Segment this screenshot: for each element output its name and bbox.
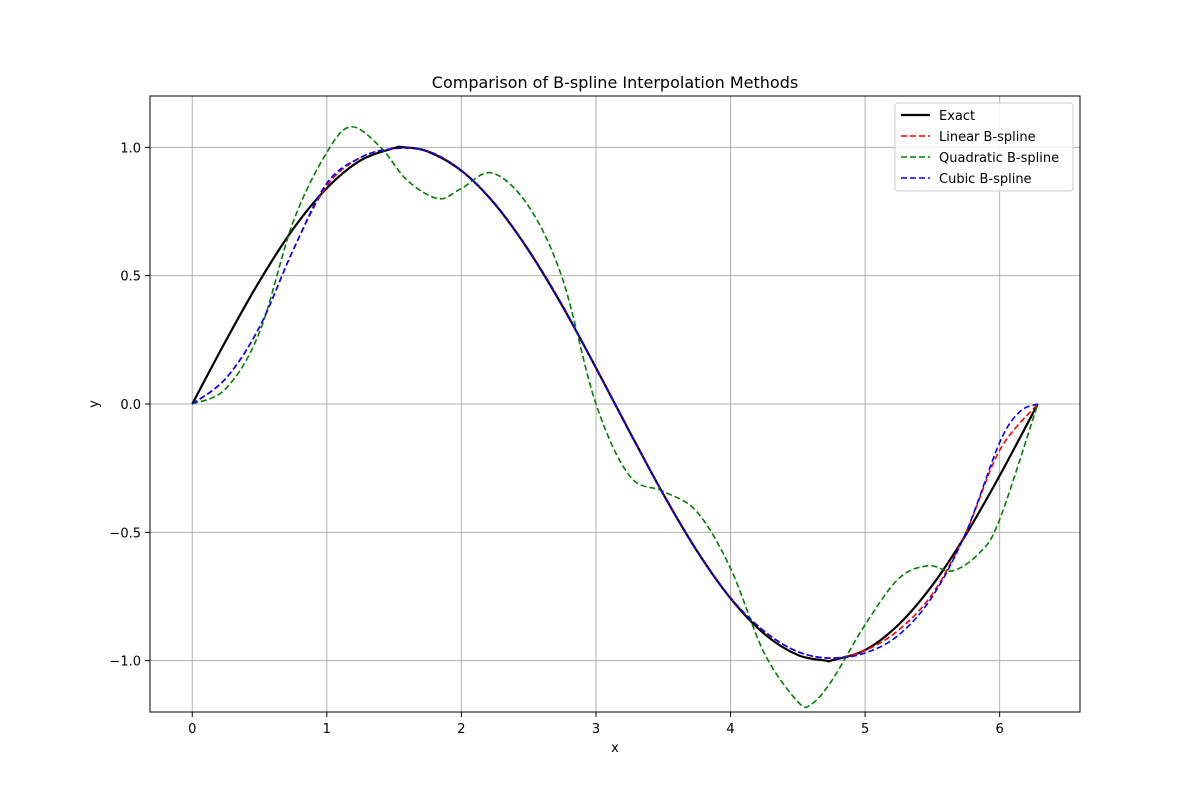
- legend-entries: Exact Linear B-spline Quadratic B-spline Cu…: [901, 109, 1059, 187]
- x-tick-label: 5: [861, 722, 869, 737]
- series-line-linear-b-spline: [191, 147, 1039, 659]
- y-tick-label: 0.0: [120, 398, 141, 413]
- legend-label-quadratic-b-spline: Quadratic B-spline: [939, 151, 1059, 166]
- legend-label-exact: Exact: [939, 109, 975, 124]
- series-line-cubic-b-spline: [191, 147, 1039, 659]
- y-tick-label: −1.0: [109, 655, 141, 670]
- series-line-quadratic-b-spline: [191, 125, 1039, 709]
- x-tick-label: 0: [188, 722, 196, 737]
- y-tick-label: −0.5: [109, 526, 141, 541]
- series-layer: [191, 125, 1039, 709]
- x-axis-label: x: [611, 741, 619, 756]
- ticks-layer: 0 1 2 3 4 5 6 −1.0 −0.5 0.0 0.5 1.0: [109, 141, 1003, 737]
- x-tick-label: 6: [996, 722, 1004, 737]
- x-tick-label: 3: [592, 722, 600, 737]
- x-tick-label: 4: [726, 722, 734, 737]
- legend-box: [894, 102, 1074, 192]
- x-tick-label: 1: [323, 722, 331, 737]
- x-tick-label: 2: [457, 722, 465, 737]
- y-tick-label: 0.5: [120, 270, 141, 285]
- legend: Exact Linear B-spline Quadratic B-spline Cu…: [894, 102, 1074, 192]
- legend-label-cubic-b-spline: Cubic B-spline: [939, 172, 1032, 187]
- y-axis-label: y: [87, 400, 102, 408]
- legend-label-linear-b-spline: Linear B-spline: [939, 130, 1036, 145]
- chart-title: Comparison of B-spline Interpolation Met…: [432, 73, 798, 92]
- y-tick-label: 1.0: [120, 141, 141, 156]
